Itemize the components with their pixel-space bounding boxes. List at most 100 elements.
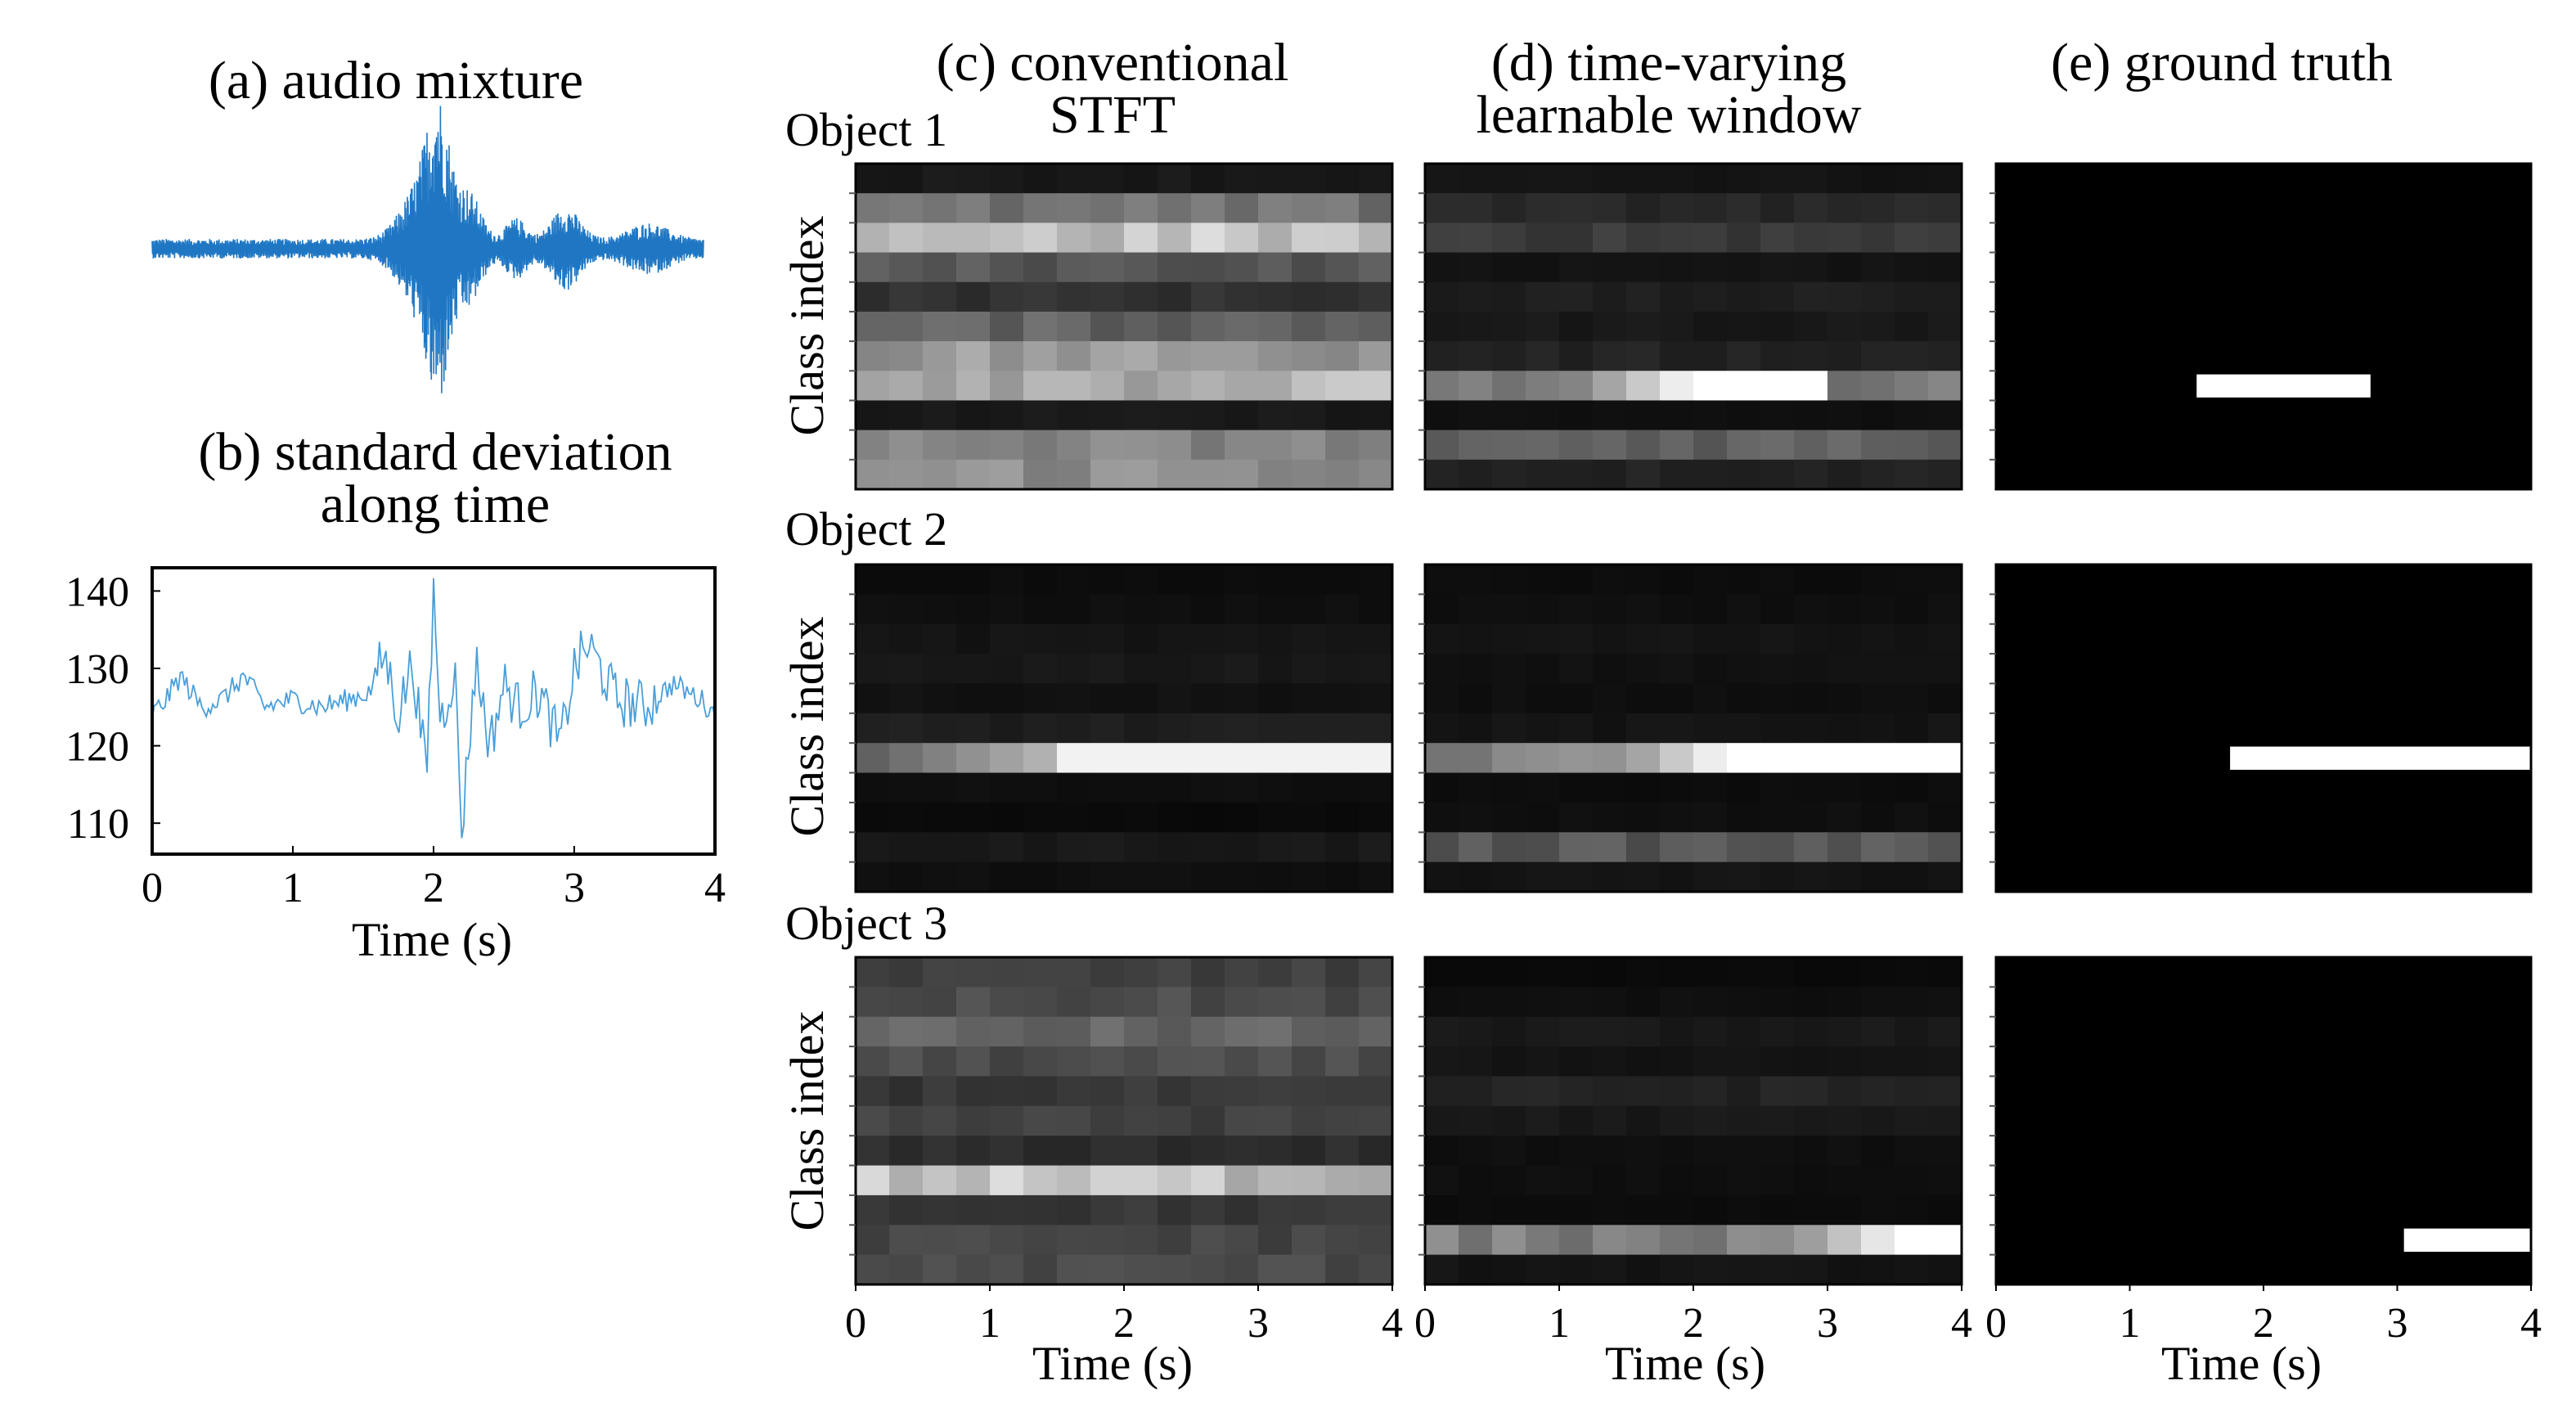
heatmap-cell (1359, 987, 1393, 1018)
heatmap-cell (1660, 371, 1694, 402)
heatmap-cell (1425, 654, 1459, 685)
heatmap-cell (1693, 223, 1728, 254)
heatmap-cell (1191, 281, 1225, 313)
heatmap-cell (1158, 1254, 1192, 1285)
heatmap-cell (1492, 772, 1526, 803)
heatmap-cell (1526, 1254, 1560, 1285)
heatmap-cell (1359, 565, 1393, 595)
heatmap-cell (1090, 1016, 1125, 1047)
heatmap-cell (889, 1165, 924, 1196)
heatmap-cell (1258, 957, 1292, 987)
heatmap-cell (1559, 1225, 1594, 1256)
heatmap-cell (1459, 713, 1493, 744)
heatmap-cell (1425, 1076, 1459, 1107)
heatmap-cell (923, 371, 957, 402)
heatmap-cell (1593, 623, 1627, 655)
heatmap-cell (1023, 371, 1058, 402)
heatmap-cell (889, 1105, 924, 1136)
heatmap-cell (1827, 1254, 1862, 1285)
heatmap-cell (1225, 371, 1259, 402)
heatmap-cell (1292, 683, 1326, 714)
heatmap-cell (923, 861, 957, 893)
heatmap-cell (1928, 252, 1962, 283)
heatmap-cell (1090, 743, 1125, 774)
heatmap-cell (1895, 1076, 1929, 1107)
heatmap-cell (1124, 1105, 1158, 1136)
heatmap-cell (856, 281, 890, 313)
heatmap-cell (1895, 459, 1929, 490)
heatmap-cell (1124, 341, 1158, 371)
heatmap-cell (1526, 430, 1560, 461)
heatmap-cell (956, 987, 991, 1018)
heatmap-cell (1090, 713, 1125, 744)
heatmap-cell (1292, 1225, 1326, 1256)
heatmap-cell (1057, 594, 1091, 625)
heatmap-cell (990, 1105, 1024, 1136)
heatmap-background (1996, 164, 2531, 489)
heatmap-cell (1794, 654, 1828, 685)
heatmap-cell (1158, 565, 1192, 595)
heatmap-cell (1258, 1046, 1292, 1077)
heatmap-cell (889, 1225, 924, 1256)
heatmap-cell (1325, 565, 1360, 595)
heatmap-cell (1225, 1225, 1259, 1256)
heatmap-cell (1526, 311, 1560, 342)
heatmap-cell (1693, 987, 1728, 1018)
heatmap-cell (1626, 832, 1661, 863)
heatmap-cell (1359, 594, 1393, 625)
heatmap-cell (1660, 861, 1694, 893)
heatmap-cell (1693, 654, 1728, 685)
heatmap-cell (889, 1136, 924, 1167)
heatmap-cell (1225, 1046, 1259, 1077)
heatmap-cell (990, 1225, 1024, 1256)
heatmap-cell (1090, 772, 1125, 803)
heatmap-cell (1626, 987, 1661, 1018)
heatmap-cell (1693, 164, 1728, 194)
heatmap-cell (1895, 743, 1929, 774)
heatmap-cell (1492, 1046, 1526, 1077)
heatmap-cell (1225, 683, 1259, 714)
heatmap-cell (1559, 654, 1594, 685)
heatmap-cell (1191, 1076, 1225, 1107)
heatmap-cell (1760, 1076, 1795, 1107)
heatmap-cell (1325, 400, 1360, 431)
heatmap-cell (1325, 252, 1360, 283)
heatmap-cell (1928, 1254, 1962, 1285)
heatmap-cell (1492, 713, 1526, 744)
heatmap-cell (1258, 1254, 1292, 1285)
heatmap-cell (1090, 623, 1125, 655)
heatmap-cell (1861, 832, 1895, 863)
heatmap-cell (1191, 802, 1225, 833)
heatmap-cell (1158, 1046, 1192, 1077)
heatmap-cell (1526, 802, 1560, 833)
heatmap-cell (1626, 1165, 1661, 1196)
heatmap-cell (1660, 1016, 1694, 1047)
heatmap-cell (1895, 281, 1929, 313)
heatmap-cell (1593, 1046, 1627, 1077)
heatmap-cell (1459, 459, 1493, 490)
heatmap-cell (1760, 430, 1795, 461)
heatmap-cell (1895, 1225, 1929, 1256)
heatmap-cell (1191, 683, 1225, 714)
heatmap-cell (1760, 1046, 1795, 1077)
heatmap-cell (1760, 281, 1795, 313)
heatmap-cell (1023, 565, 1058, 595)
heatmap-cell (1459, 654, 1493, 685)
heatmap-cell (1794, 281, 1828, 313)
heatmap-cell (1928, 1136, 1962, 1167)
heatmap-cell (1492, 683, 1526, 714)
heatmap-cell (1827, 1016, 1862, 1047)
heatmap-cell (1023, 1105, 1058, 1136)
heatmap-cell (1895, 1136, 1929, 1167)
heatmap-cell (1693, 802, 1728, 833)
heatmap-cell (1124, 654, 1158, 685)
heatmap-cell (923, 623, 957, 655)
heatmap-cell (856, 1076, 890, 1107)
heatmap-cell (990, 400, 1024, 431)
heatmap-cell (1593, 459, 1627, 490)
heatmap-cell (1191, 1046, 1225, 1077)
heatmap-cell (1325, 193, 1360, 223)
heatmap-cell (956, 1194, 991, 1226)
heatmap-cell (1359, 1136, 1393, 1167)
heatmap-cell (1459, 1016, 1493, 1047)
